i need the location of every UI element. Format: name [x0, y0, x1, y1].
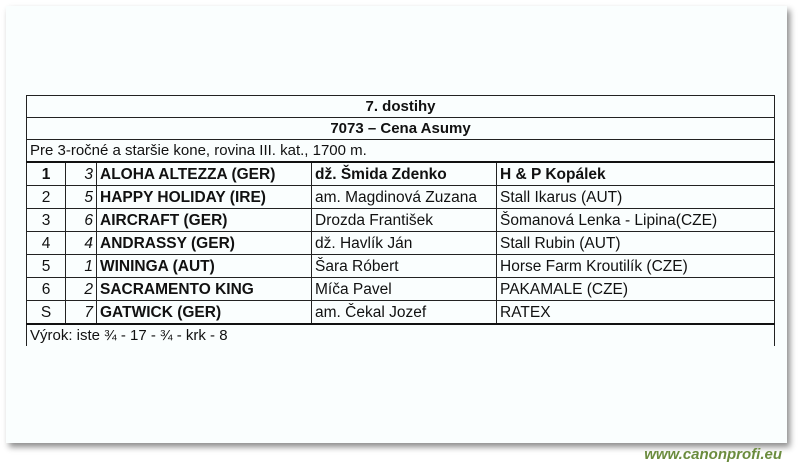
result-owner: RATEX — [496, 300, 775, 325]
race-margins: Výrok: iste ¾ - 17 - ¾ - krk - 8 — [26, 323, 775, 346]
result-jockey: dž. Havlík Ján — [311, 231, 497, 255]
result-horse: WININGA (AUT) — [96, 254, 312, 278]
race-name-row: 7073 – Cena Asumy — [26, 117, 775, 140]
result-jockey: Šara Róbert — [311, 254, 497, 278]
result-row: 1 3 ALOHA ALTEZZA (GER) dž. Šmida Zdenko H &… — [26, 161, 775, 186]
result-row: 2 5 HAPPY HOLIDAY (IRE) am. Magdinová Zuzan… — [26, 185, 775, 209]
result-horse: SACRAMENTO KING — [96, 277, 312, 301]
result-number: 5 — [65, 185, 97, 209]
result-number: 2 — [65, 277, 97, 301]
result-owner: Stall Ikarus (AUT) — [496, 185, 775, 209]
result-row: S 7 GATWICK (GER) am. Čekal Jozef RATEX — [26, 300, 775, 325]
race-conditions-row: Pre 3-ročné a staršie kone, rovina III. … — [26, 139, 775, 163]
result-row: 6 2 SACRAMENTO KING Míča Pavel PAKAMALE (CZE… — [26, 277, 775, 301]
race-title-row: 7. dostihy — [26, 95, 775, 118]
result-horse: ANDRASSY (GER) — [96, 231, 312, 255]
result-place: 6 — [26, 277, 66, 301]
result-number: 6 — [65, 208, 97, 232]
result-place: 2 — [26, 185, 66, 209]
result-row: 5 1 WININGA (AUT) Šara Róbert Horse Farm Kro… — [26, 254, 775, 278]
result-jockey: am. Magdinová Zuzana — [311, 185, 497, 209]
result-number: 7 — [65, 300, 97, 325]
race-name: 7073 – Cena Asumy — [26, 117, 775, 140]
result-place: S — [26, 300, 66, 325]
result-place: 1 — [26, 161, 66, 186]
result-owner: H & P Kopálek — [496, 161, 775, 186]
result-horse: ALOHA ALTEZZA (GER) — [96, 161, 312, 186]
margins-row: Výrok: iste ¾ - 17 - ¾ - krk - 8 — [26, 323, 775, 346]
result-owner: Stall Rubin (AUT) — [496, 231, 775, 255]
result-place: 5 — [26, 254, 66, 278]
race-results-table: 7. dostihy 7073 – Cena Asumy Pre 3-ročné… — [26, 95, 775, 346]
result-place: 3 — [26, 208, 66, 232]
result-row: 4 4 ANDRASSY (GER) dž. Havlík Ján Stall Rubi… — [26, 231, 775, 255]
result-number: 1 — [65, 254, 97, 278]
result-jockey: dž. Šmida Zdenko — [311, 161, 497, 186]
result-horse: AIRCRAFT (GER) — [96, 208, 312, 232]
result-owner: Horse Farm Kroutilík (CZE) — [496, 254, 775, 278]
result-number: 4 — [65, 231, 97, 255]
result-horse: GATWICK (GER) — [96, 300, 312, 325]
result-jockey: Míča Pavel — [311, 277, 497, 301]
race-conditions: Pre 3-ročné a staršie kone, rovina III. … — [26, 139, 775, 163]
result-owner: PAKAMALE (CZE) — [496, 277, 775, 301]
race-title: 7. dostihy — [26, 95, 775, 118]
watermark: www.canonprofi.eu — [644, 446, 782, 463]
result-owner: Šomanová Lenka - Lipina(CZE) — [496, 208, 775, 232]
result-horse: HAPPY HOLIDAY (IRE) — [96, 185, 312, 209]
result-number: 3 — [65, 161, 97, 186]
result-place: 4 — [26, 231, 66, 255]
result-row: 3 6 AIRCRAFT (GER) Drozda František Šomanová… — [26, 208, 775, 232]
result-jockey: Drozda František — [311, 208, 497, 232]
result-jockey: am. Čekal Jozef — [311, 300, 497, 325]
